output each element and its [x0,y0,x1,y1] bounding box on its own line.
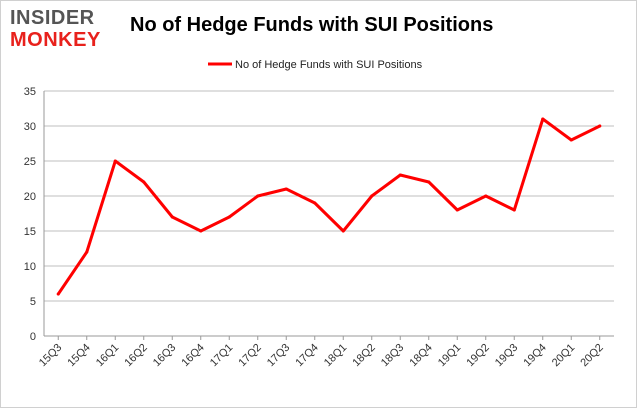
data-point-16Q4 [199,229,203,233]
y-tick-label: 15 [24,226,36,238]
y-tick-label: 20 [24,191,36,203]
data-point-19Q2 [484,194,488,198]
y-axis-ticks: 0 5 10 15 20 25 30 35 [24,86,36,343]
y-tick-label: 25 [24,156,36,168]
legend-label: No of Hedge Funds with SUI Positions [235,59,423,71]
data-point-20Q2 [598,124,602,128]
data-point-19Q1 [455,208,459,212]
x-axis-ticks: 15Q3 15Q4 16Q1 16Q2 16Q3 16Q4 17Q1 17Q2 17Q3 17Q4… [37,336,606,369]
chart-title: No of Hedge Funds with SUI Positions [130,14,494,36]
x-tick-label: 18Q4 [407,342,435,370]
data-point-17Q1 [227,215,231,219]
y-tick-label: 10 [24,261,36,273]
x-tick-label: 16Q4 [179,342,207,370]
data-point-15Q3 [56,292,60,296]
logo-line-2: MONKEY [10,29,101,51]
series-line [56,117,602,296]
x-tick-label: 20Q2 [578,342,606,370]
data-point-16Q2 [142,180,146,184]
data-point-20Q1 [569,138,573,142]
y-tick-label: 30 [24,121,36,133]
data-point-19Q3 [512,208,516,212]
x-tick-label: 17Q4 [293,342,321,370]
x-tick-label: 18Q1 [322,342,350,370]
x-tick-label: 19Q2 [464,342,492,370]
data-point-17Q4 [313,201,317,205]
y-tick-label: 35 [24,86,36,98]
x-tick-label: 18Q2 [350,342,378,370]
data-point-18Q3 [398,173,402,177]
x-tick-label: 15Q4 [65,342,93,370]
y-tick-label: 5 [30,296,36,308]
data-point-18Q2 [370,194,374,198]
data-point-16Q1 [113,159,117,163]
insider-monkey-logo: INSIDER MONKEY [8,6,108,52]
grid-lines [43,90,614,337]
x-tick-label: 19Q1 [436,342,464,370]
data-point-17Q2 [256,194,260,198]
x-tick-label: 19Q4 [521,342,549,370]
x-tick-label: 17Q1 [208,342,236,370]
x-tick-label: 18Q3 [379,342,407,370]
logo-line-1: INSIDER [10,7,95,29]
data-point-18Q4 [427,180,431,184]
data-point-18Q1 [341,229,345,233]
y-tick-label: 0 [30,331,36,343]
x-tick-label: 16Q2 [122,342,150,370]
x-tick-label: 15Q3 [37,342,65,370]
x-tick-label: 20Q1 [550,342,578,370]
data-point-15Q4 [85,250,89,254]
x-tick-label: 17Q2 [236,342,264,370]
data-point-17Q3 [284,187,288,191]
x-tick-label: 17Q3 [265,342,293,370]
legend: No of Hedge Funds with SUI Positions [208,59,423,71]
x-tick-label: 16Q1 [94,342,122,370]
series-layer [56,117,602,296]
data-point-16Q3 [170,215,174,219]
x-tick-label: 16Q3 [151,342,179,370]
x-tick-label: 19Q3 [493,342,521,370]
data-point-19Q4 [541,117,545,121]
